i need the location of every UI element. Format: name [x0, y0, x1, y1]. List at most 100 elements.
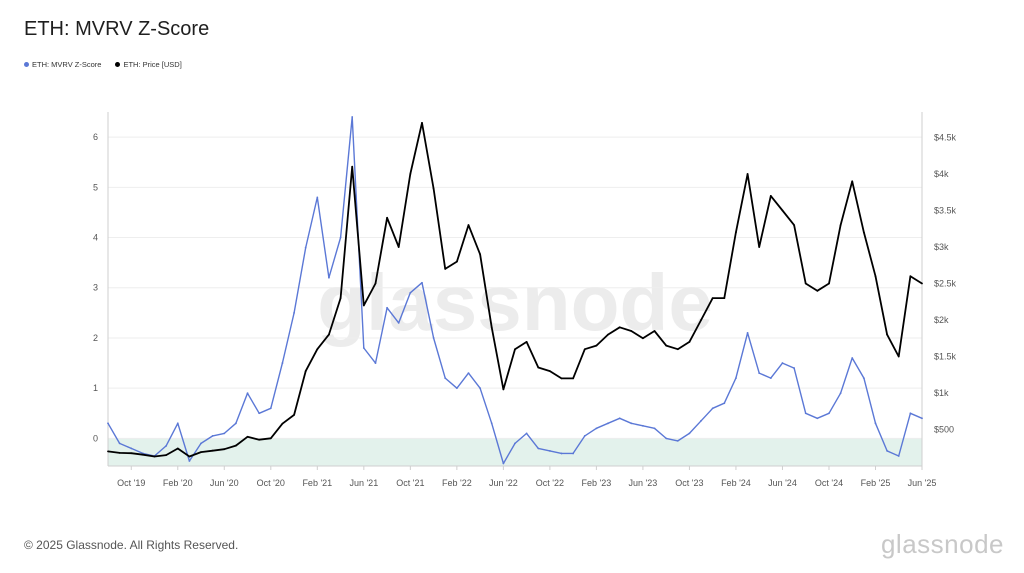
zscore-point [107, 422, 109, 425]
x-tick-label: Feb '21 [302, 478, 332, 488]
price-point [735, 231, 737, 234]
zscore-point [188, 460, 191, 462]
price-point [467, 224, 470, 227]
price-point [560, 377, 563, 380]
price-point [386, 216, 388, 219]
price-point [537, 366, 540, 369]
zscore-point [909, 412, 912, 415]
zscore-point [351, 116, 354, 118]
price-point [223, 448, 226, 451]
zscore-point [839, 392, 842, 395]
price-point [572, 377, 575, 380]
zscore-point [897, 455, 900, 457]
price-point [246, 435, 249, 438]
zscore-point [572, 452, 575, 455]
zscore-point [665, 437, 668, 440]
price-point [107, 450, 109, 453]
zscore-point [595, 427, 598, 430]
zscore-point [281, 362, 284, 364]
zscore-point [676, 439, 679, 442]
price-point [583, 348, 586, 351]
x-tick-label: Jun '21 [349, 478, 378, 488]
y-left-tick-label: 0 [93, 433, 98, 443]
y-right-tick-label: $1k [934, 388, 949, 398]
x-tick-label: Oct '21 [396, 478, 424, 488]
x-tick-label: Jun '23 [629, 478, 658, 488]
legend-label-price: ETH: Price [USD] [123, 60, 182, 69]
x-tick-label: Oct '23 [675, 478, 703, 488]
price-point [432, 187, 435, 190]
zscore-point [769, 377, 772, 380]
price-point [235, 444, 237, 447]
zscore-point [548, 450, 551, 452]
price-point [304, 370, 307, 373]
zscore-point [293, 311, 295, 314]
zscore-point [304, 246, 307, 249]
price-point [479, 253, 482, 256]
zscore-point [700, 419, 702, 422]
price-point [700, 319, 702, 321]
zscore-point [537, 447, 540, 450]
zscore-point [258, 412, 261, 415]
x-tick-label: Jun '22 [489, 478, 518, 488]
price-point [281, 422, 284, 425]
zscore-point [560, 452, 563, 455]
zscore-point [653, 427, 656, 430]
zscore-point [455, 387, 458, 390]
price-point [258, 438, 261, 441]
zscore-point [851, 357, 854, 359]
zscore-point [921, 417, 923, 420]
zscore-point [630, 422, 633, 425]
legend-item-zscore[interactable]: ETH: MVRV Z-Score [24, 60, 101, 69]
price-point [595, 344, 598, 347]
price-point [897, 355, 900, 358]
price-point [839, 224, 842, 227]
price-point [176, 447, 179, 450]
zscore-point [758, 372, 761, 375]
zscore-point [816, 417, 819, 420]
zscore-point [804, 412, 807, 415]
zscore-point [723, 402, 726, 405]
zscore-point [328, 276, 330, 279]
zscore-point [583, 434, 586, 437]
copyright-text: © 2025 Glassnode. All Rights Reserved. [24, 538, 239, 552]
zscore-point [432, 337, 435, 339]
price-point [886, 333, 889, 336]
zscore-point [874, 422, 877, 425]
zscore-point [409, 291, 412, 294]
price-point [618, 326, 621, 329]
zscore-point [711, 407, 714, 410]
chart-title: ETH: MVRV Z-Score [24, 18, 210, 40]
x-tick-label: Oct '22 [536, 478, 564, 488]
price-point [211, 449, 214, 452]
price-point [851, 180, 854, 183]
price-point [490, 326, 493, 329]
legend-item-price[interactable]: ETH: Price [USD] [115, 60, 182, 69]
price-point [711, 297, 714, 300]
brand-logo-text: glassnode [880, 529, 1004, 559]
y-right-tick-label: $500 [934, 425, 954, 435]
watermark-text: glassnode [317, 258, 713, 347]
price-point [804, 282, 807, 285]
legend-dot-price [115, 62, 121, 67]
y-left-tick-label: 3 [93, 283, 98, 293]
price-point [781, 209, 784, 212]
zscore-point [200, 442, 202, 445]
price-point [874, 275, 877, 278]
price-point [514, 348, 516, 351]
zscore-point [444, 377, 447, 380]
zscore-point [316, 196, 319, 199]
x-tick-label: Feb '22 [442, 478, 472, 488]
price-point [909, 275, 912, 278]
zscore-point [886, 450, 889, 452]
x-tick-label: Jun '20 [210, 478, 239, 488]
zscore-point [793, 367, 795, 369]
price-point [130, 452, 133, 455]
price-point [374, 282, 377, 285]
price-point [502, 388, 505, 391]
legend: ETH: MVRV Z-Score ETH: Price [USD] [24, 60, 182, 69]
price-point [642, 337, 644, 340]
price-point [793, 224, 795, 227]
price-point [723, 297, 726, 300]
